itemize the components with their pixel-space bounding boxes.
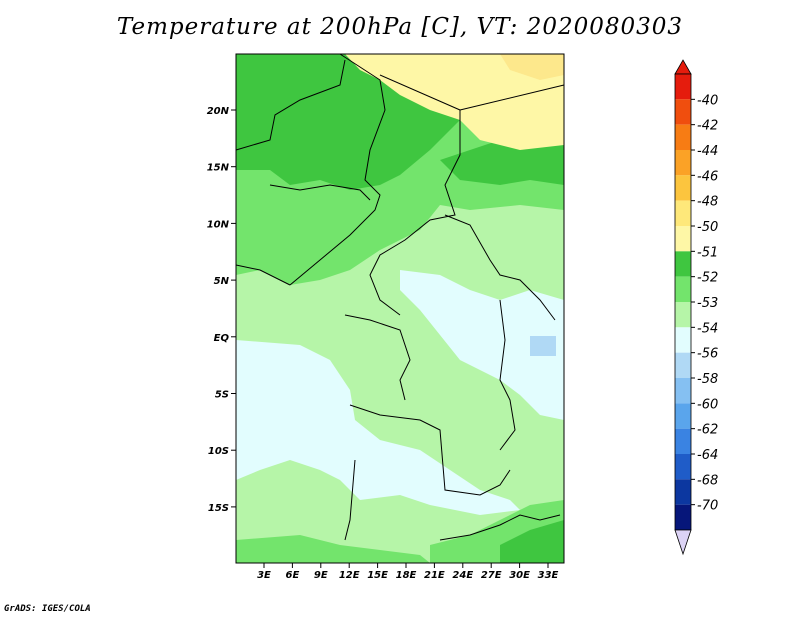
- lon-label: 33E: [538, 570, 559, 581]
- lat-label: 15S: [208, 503, 229, 514]
- lon-label: 27E: [481, 570, 502, 581]
- field-minus56-patch: [530, 336, 556, 356]
- colorbar-label: -68: [697, 473, 718, 488]
- colorbar-label: -56: [697, 347, 718, 362]
- colorbar-swatch: [675, 226, 691, 252]
- colorbar-swatch: [675, 378, 691, 404]
- colorbar-swatch: [675, 428, 691, 454]
- colorbar-label: -48: [697, 195, 718, 210]
- colorbar-label: -51: [697, 245, 718, 260]
- lon-label: 18E: [396, 570, 417, 581]
- field-minus54-central: [400, 270, 564, 420]
- colorbar-swatch: [675, 479, 691, 505]
- colorbar-label: -70: [697, 499, 718, 514]
- country-borders: [235, 53, 565, 541]
- colorbar-swatch: [675, 352, 691, 378]
- lat-label: 5S: [215, 390, 229, 401]
- colorbar-swatch: [675, 150, 691, 176]
- lat-label: 5N: [214, 276, 230, 287]
- colorbar-label: -53: [697, 296, 718, 311]
- field-minus52-southwest: [236, 535, 430, 563]
- colorbar-label: -52: [697, 271, 718, 286]
- colorbar-top-arrow: [674, 59, 692, 75]
- colorbar-swatch: [675, 327, 691, 353]
- colorbar: -40 -42 -44 -46 -48 -50 -51 -52 -53 -54 -56 -58 -60 -…: [674, 59, 718, 556]
- colorbar-swatch: [675, 276, 691, 302]
- colorbar-swatch: [675, 74, 691, 100]
- map-frame: [235, 53, 565, 564]
- colorbar-label: -50: [697, 220, 718, 235]
- colorbar-label: -54: [697, 321, 718, 336]
- colorbar-label: -58: [697, 372, 718, 387]
- chart-title: Temperature at 200hPa [C], VT: 202008030…: [116, 14, 684, 40]
- colorbar-label: -64: [697, 448, 718, 463]
- colorbar-swatch: [675, 175, 691, 201]
- lon-label: 12E: [339, 570, 360, 581]
- colorbar-swatch: [675, 124, 691, 150]
- colorbar-label: -42: [697, 119, 718, 134]
- colorbar-swatch: [675, 99, 691, 125]
- colorbar-swatch: [675, 403, 691, 429]
- colorbar-swatch: [675, 251, 691, 277]
- field-minus49-north: [500, 54, 564, 80]
- colorbar-swatch: [675, 302, 691, 328]
- longitude-axis: 3E 6E 9E 12E 15E 18E 21E 24E 27E 30E 33E: [257, 563, 559, 581]
- lon-label: 24E: [452, 570, 473, 581]
- lon-label: 6E: [286, 570, 300, 581]
- latitude-axis: 20N 15N 10N 5N EQ 5S 10S 15S: [207, 106, 236, 514]
- field-minus54-west: [236, 340, 520, 515]
- colorbar-label: -62: [697, 423, 718, 438]
- lat-label: EQ: [214, 333, 230, 344]
- lon-label: 9E: [314, 570, 328, 581]
- field-minus51-southeast: [500, 520, 564, 563]
- colorbar-label: -44: [697, 144, 718, 159]
- lon-label: 21E: [424, 570, 445, 581]
- lon-label: 30E: [509, 570, 530, 581]
- lon-label: 15E: [367, 570, 388, 581]
- colorbar-swatch: [675, 504, 691, 530]
- lon-label: 3E: [257, 570, 271, 581]
- lat-label: 10N: [207, 219, 230, 230]
- lat-label: 20N: [207, 106, 230, 117]
- field-minus50-north: [345, 54, 564, 150]
- colorbar-label: -40: [697, 93, 718, 108]
- colorbar-swatch: [675, 454, 691, 480]
- colorbar-label: -46: [697, 169, 718, 184]
- colorbar-bottom-arrow: [674, 529, 692, 556]
- lat-label: 15N: [207, 163, 230, 174]
- grads-credit: GrADS: IGES/COLA: [4, 604, 91, 614]
- temperature-field: [236, 54, 564, 563]
- lat-label: 10S: [208, 446, 229, 457]
- colorbar-swatch: [675, 200, 691, 226]
- colorbar-label: -60: [697, 397, 718, 412]
